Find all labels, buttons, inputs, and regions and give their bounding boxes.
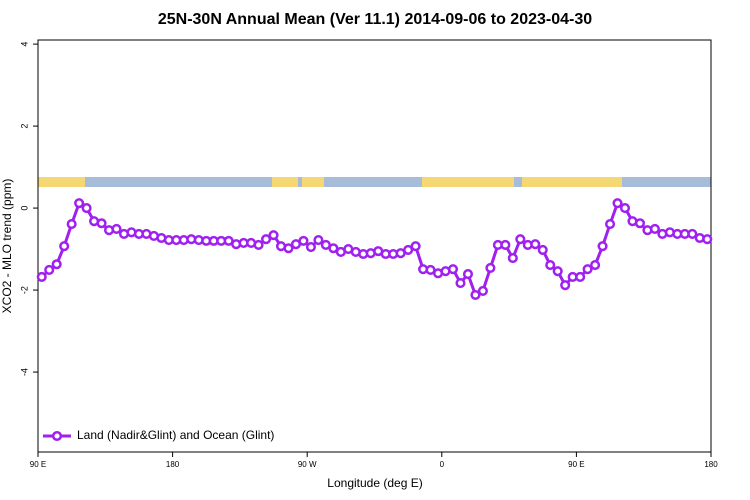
point [283, 243, 294, 254]
y-tick-label: 2 [19, 124, 29, 129]
point [51, 259, 62, 270]
point [560, 280, 571, 291]
point [261, 234, 272, 245]
x-tick-label: 90 E [568, 460, 584, 469]
point [687, 228, 698, 239]
land-band [522, 177, 622, 187]
point [649, 223, 660, 235]
point [111, 223, 122, 235]
point [36, 271, 47, 283]
x-tick-label: 0 [440, 460, 445, 469]
point [447, 264, 459, 275]
legend-label: Land (Nadir&Glint) and Ocean (Glint) [77, 428, 274, 442]
point [612, 198, 623, 209]
point [313, 235, 324, 246]
point [507, 253, 518, 264]
point [477, 285, 488, 296]
y-tick-label: -4 [19, 368, 29, 376]
plot-frame [37, 39, 712, 453]
legend-marker [51, 430, 63, 442]
point [582, 264, 593, 275]
point [268, 230, 279, 241]
point [253, 239, 264, 251]
point [96, 218, 107, 229]
x-tick-label: 90 W [298, 460, 317, 469]
ocean-band [38, 177, 711, 187]
point [552, 266, 563, 277]
x-tick-label: 90 E [30, 460, 46, 469]
point [59, 241, 70, 252]
y-axis-label: XCO2 - MLO trend (ppm) [0, 179, 14, 314]
land-band [38, 177, 85, 187]
y-tick-label: -2 [19, 286, 29, 294]
x-tick-label: 180 [704, 460, 718, 469]
land-ocean-band [38, 177, 711, 187]
point [500, 239, 511, 251]
land-band [272, 177, 298, 187]
point [575, 271, 586, 283]
point [619, 203, 631, 214]
point [530, 239, 541, 250]
point [605, 219, 616, 230]
point [597, 241, 608, 252]
point [515, 234, 526, 245]
land-band [302, 177, 324, 187]
chart-title: 25N-30N Annual Mean (Ver 11.1) 2014-09-0… [158, 11, 592, 28]
point [403, 244, 414, 255]
y-tick-label: 0 [19, 206, 29, 211]
y-tick-label: 4 [19, 42, 29, 47]
point [462, 269, 474, 280]
point [74, 198, 85, 209]
point [455, 278, 466, 289]
point [44, 264, 55, 276]
point [305, 241, 316, 253]
point [634, 218, 646, 229]
point [545, 260, 556, 271]
x-tick-label: 180 [166, 460, 180, 469]
point [328, 243, 339, 254]
point [590, 260, 601, 271]
land-band [422, 177, 514, 187]
point [537, 244, 548, 255]
point [470, 289, 481, 301]
point [66, 219, 77, 230]
x-axis-label: Longitude (deg E) [327, 476, 422, 490]
point [81, 203, 92, 214]
point [485, 262, 496, 273]
point [702, 234, 713, 245]
point [298, 235, 309, 246]
point [410, 241, 421, 252]
